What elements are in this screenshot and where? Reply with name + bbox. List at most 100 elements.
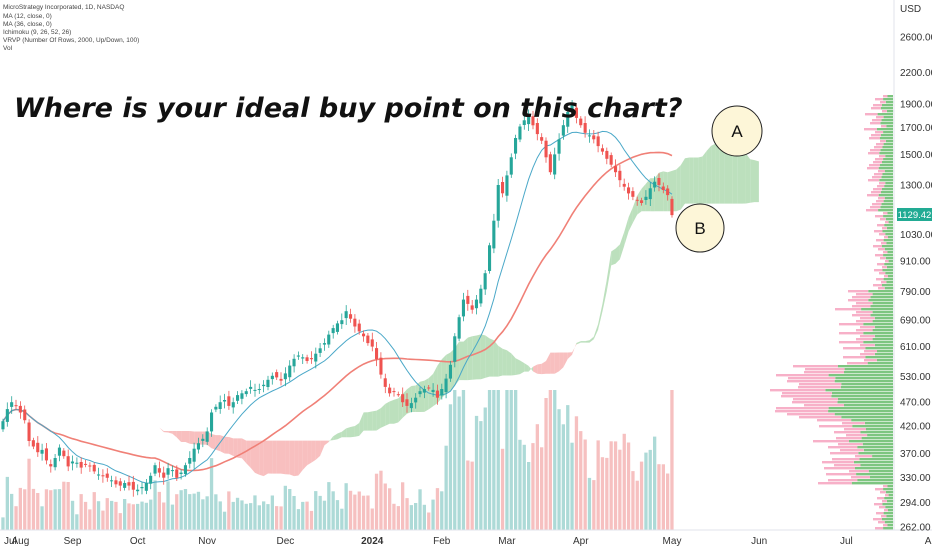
cloud-segment (602, 279, 607, 312)
volume-bar (379, 470, 383, 530)
profile-down (874, 173, 883, 176)
candle-body (31, 440, 35, 447)
candle-body (448, 364, 452, 379)
profile-down (842, 422, 865, 425)
cloud-segment (176, 431, 182, 442)
profile-down (856, 338, 873, 341)
profile-up (872, 302, 893, 305)
candle-body (327, 334, 331, 345)
candle-body (183, 465, 187, 475)
cloud-segment (480, 334, 486, 380)
x-tick-label: Mar (498, 536, 516, 547)
candle-body (140, 487, 144, 489)
candle-body (314, 353, 318, 362)
profile-down (793, 365, 838, 368)
volume-bar (127, 503, 131, 530)
x-tick-label: Dec (276, 536, 294, 547)
volume-bar (600, 457, 605, 530)
cloud-segment (363, 412, 368, 431)
volume-bar (296, 509, 301, 530)
profile-down (876, 116, 884, 119)
profile-up (832, 392, 894, 395)
legend-ma-slow[interactable]: MA (36, close, 0) (3, 21, 52, 28)
volume-bar (92, 492, 96, 530)
cloud-segment (520, 360, 525, 375)
profile-up (882, 518, 893, 521)
cloud-segment (328, 436, 334, 442)
candle-body (570, 104, 574, 111)
profile-up (872, 293, 893, 296)
volume-bar (23, 489, 27, 530)
cloud-segment (350, 426, 355, 438)
volume-bar (5, 476, 9, 530)
volume-bar (305, 501, 309, 530)
candle-body (540, 137, 544, 141)
last-price-tag (897, 208, 932, 221)
profile-down (856, 320, 873, 323)
profile-up (879, 179, 894, 182)
legend-volume[interactable]: Vol (3, 45, 13, 52)
candle-body (353, 318, 357, 327)
profile-up (838, 398, 893, 401)
volume-bar (270, 495, 274, 530)
profile-up (883, 527, 893, 530)
legend-vrvp[interactable]: VRVP (Number Of Rows, 2000, Up/Down, 100… (3, 37, 139, 44)
profile-up (825, 389, 894, 392)
profile-up (887, 524, 893, 527)
profile-down (883, 95, 888, 98)
candle-body (296, 355, 300, 357)
candle-body (466, 295, 470, 304)
profile-down (792, 401, 838, 404)
profile-down (874, 146, 883, 149)
cloud-segment (619, 232, 625, 260)
cloud-segment (702, 150, 707, 204)
legend-symbol[interactable]: MicroStrategy Incorporated, 1D, NASDAQ (3, 4, 124, 11)
profile-up (870, 296, 894, 299)
volume-bar (49, 490, 53, 530)
volume-bar (188, 494, 192, 530)
currency-label[interactable]: USD (900, 4, 921, 15)
volume-bar (10, 493, 14, 530)
cloud-segment (463, 337, 468, 381)
volume-bar (444, 445, 448, 530)
profile-down (799, 383, 842, 386)
cloud-segment (172, 431, 177, 438)
candles (1, 100, 674, 497)
volume-bar (401, 482, 405, 530)
x-tick-label: 2024 (361, 536, 384, 547)
volume-bar (175, 494, 179, 530)
legend-ichimoku[interactable]: Ichimoku (9, 26, 52, 26) (3, 29, 71, 36)
volume-bar (170, 504, 175, 530)
y-tick-label: 610.00 (900, 342, 931, 353)
cloud-segment (302, 440, 308, 470)
candle-body (44, 448, 48, 461)
profile-down (836, 437, 862, 440)
cloud-segment (268, 440, 273, 474)
profile-up (885, 218, 894, 221)
y-tick-label: 1900.00 (900, 99, 932, 110)
candle-body (192, 448, 196, 462)
volume-bar (110, 500, 114, 530)
candle-body (496, 185, 500, 221)
profile-up (883, 143, 893, 146)
volume-bar (409, 505, 413, 530)
cloud-segment (659, 171, 664, 212)
profile-up (886, 125, 893, 128)
legend-ma-fast[interactable]: MA (12, close, 0) (3, 13, 52, 20)
profile-up (844, 404, 893, 407)
profile-up (883, 239, 893, 242)
candle-body (18, 405, 22, 413)
profile-up (837, 401, 894, 404)
profile-down (860, 353, 875, 356)
volume-bar (183, 489, 188, 530)
x-tick-label: Nov (198, 536, 216, 547)
profile-up (885, 155, 893, 158)
profile-down (877, 263, 885, 266)
candle-body (527, 115, 531, 125)
profile-down (879, 506, 886, 509)
profile-up (828, 407, 893, 410)
volume-bar (262, 501, 266, 530)
volume-bar (431, 499, 435, 530)
profile-up (883, 278, 893, 281)
cloud-segment (576, 341, 581, 345)
